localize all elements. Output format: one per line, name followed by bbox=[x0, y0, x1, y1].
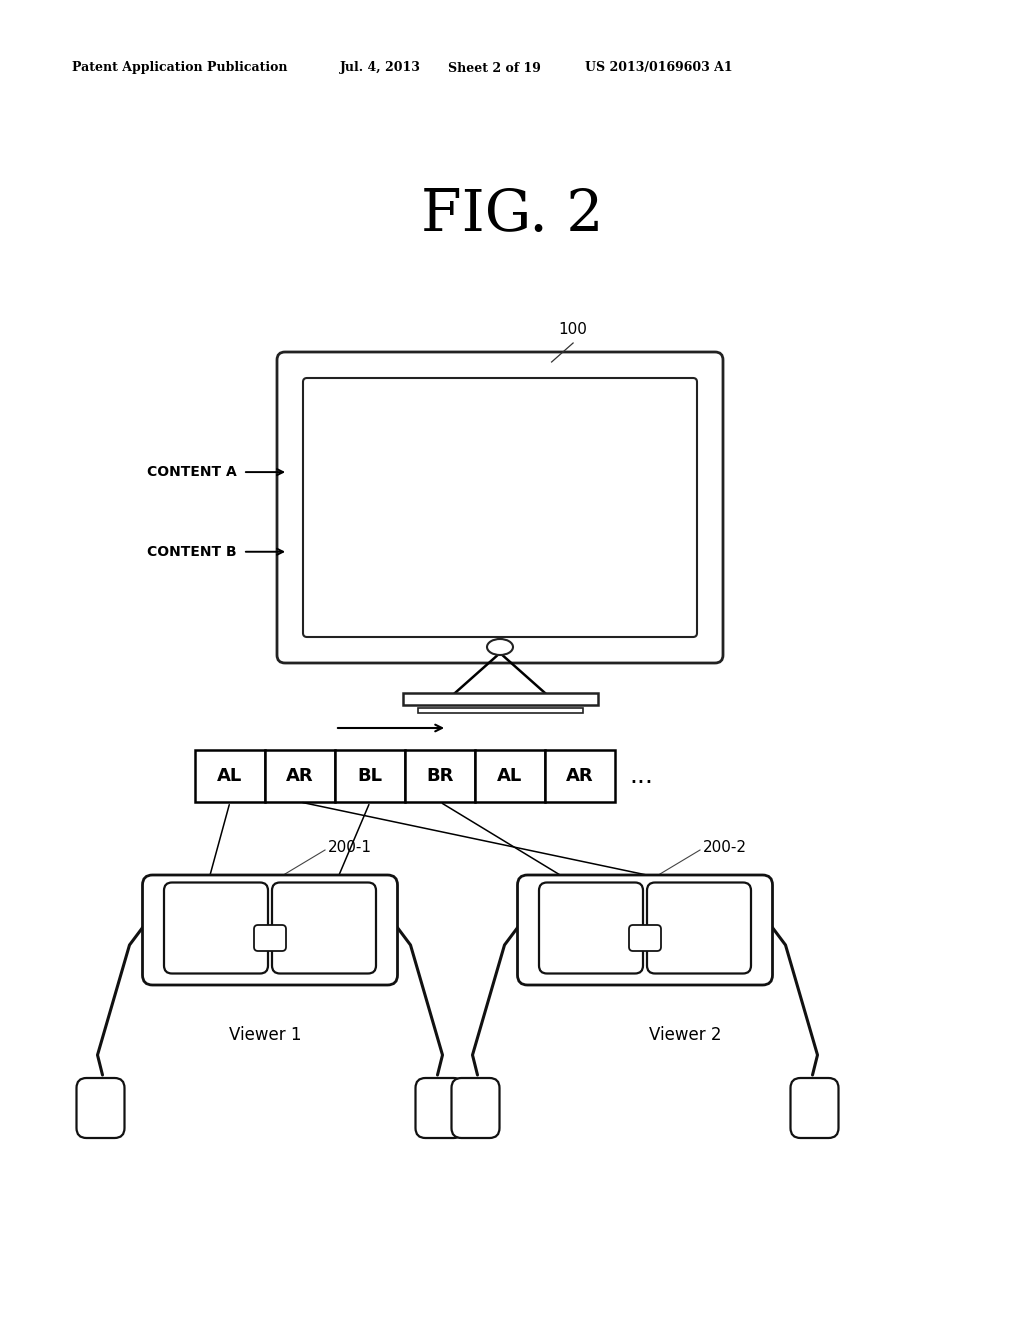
Text: 200-1: 200-1 bbox=[328, 841, 372, 855]
Text: 200-2: 200-2 bbox=[703, 841, 746, 855]
Ellipse shape bbox=[487, 639, 513, 655]
Text: AL: AL bbox=[217, 767, 243, 785]
Bar bbox=[265, 750, 335, 803]
FancyBboxPatch shape bbox=[77, 1078, 125, 1138]
Text: FIG. 2: FIG. 2 bbox=[421, 187, 603, 243]
FancyBboxPatch shape bbox=[416, 1078, 464, 1138]
Text: CONTENT A: CONTENT A bbox=[147, 465, 237, 479]
FancyBboxPatch shape bbox=[647, 883, 751, 974]
FancyBboxPatch shape bbox=[254, 925, 286, 950]
FancyBboxPatch shape bbox=[278, 352, 723, 663]
Bar bbox=[195, 750, 265, 803]
Text: BR: BR bbox=[426, 767, 454, 785]
FancyBboxPatch shape bbox=[517, 875, 772, 985]
FancyBboxPatch shape bbox=[272, 883, 376, 974]
Bar bbox=[406, 750, 475, 803]
FancyBboxPatch shape bbox=[164, 883, 268, 974]
Text: AR: AR bbox=[286, 767, 313, 785]
Text: AR: AR bbox=[566, 767, 594, 785]
FancyBboxPatch shape bbox=[303, 378, 697, 638]
Bar bbox=[418, 708, 583, 713]
FancyBboxPatch shape bbox=[142, 875, 397, 985]
FancyBboxPatch shape bbox=[539, 883, 643, 974]
Text: CONTENT B: CONTENT B bbox=[147, 545, 237, 558]
Bar bbox=[402, 693, 597, 705]
FancyBboxPatch shape bbox=[629, 925, 662, 950]
Text: AL: AL bbox=[498, 767, 522, 785]
FancyBboxPatch shape bbox=[452, 1078, 500, 1138]
Text: Jul. 4, 2013: Jul. 4, 2013 bbox=[340, 62, 421, 74]
Text: BL: BL bbox=[357, 767, 383, 785]
FancyBboxPatch shape bbox=[791, 1078, 839, 1138]
Text: Patent Application Publication: Patent Application Publication bbox=[72, 62, 288, 74]
Text: Viewer 1: Viewer 1 bbox=[228, 1026, 301, 1044]
Text: ...: ... bbox=[629, 764, 653, 788]
Text: US 2013/0169603 A1: US 2013/0169603 A1 bbox=[585, 62, 732, 74]
Text: Viewer 2: Viewer 2 bbox=[649, 1026, 721, 1044]
Text: 100: 100 bbox=[559, 322, 588, 338]
Bar bbox=[545, 750, 615, 803]
Text: Sheet 2 of 19: Sheet 2 of 19 bbox=[449, 62, 541, 74]
Bar bbox=[475, 750, 545, 803]
Bar bbox=[335, 750, 406, 803]
